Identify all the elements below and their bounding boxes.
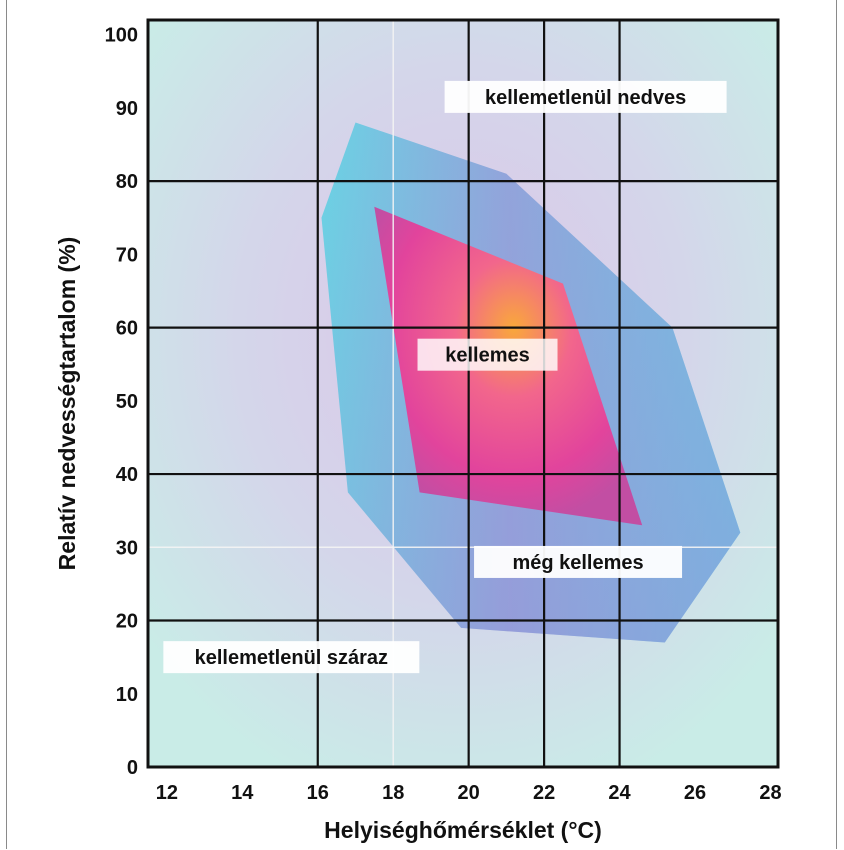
label-box bbox=[417, 338, 558, 371]
y-tick-labels: 0 10 20 30 40 50 60 70 80 90 100 bbox=[105, 25, 138, 779]
y-tick-label: 40 bbox=[116, 464, 138, 486]
y-tick-label: 30 bbox=[116, 537, 138, 559]
zone-label-text: kellemes bbox=[445, 345, 530, 367]
zone-label-text: kellemetlenül nedves bbox=[485, 87, 686, 109]
zone-label-text: kellemetlenül száraz bbox=[195, 647, 388, 669]
y-tick-label: 90 bbox=[116, 98, 138, 120]
x-tick-label: 28 bbox=[759, 782, 781, 804]
zone-label-text: még kellemes bbox=[512, 552, 643, 574]
label-box bbox=[163, 641, 420, 674]
zone-label-2: még kellemes bbox=[474, 545, 683, 578]
x-tick-label: 20 bbox=[458, 782, 480, 804]
y-tick-label: 50 bbox=[116, 391, 138, 413]
zone-labels: kellemetlenül nedves kellemes még kellemes… bbox=[163, 80, 727, 674]
grid-lines bbox=[148, 20, 778, 767]
plot-border bbox=[146, 18, 780, 769]
x-tick-label: 14 bbox=[231, 782, 254, 804]
y-tick-label: 70 bbox=[116, 244, 138, 266]
zone-label-0: kellemetlenül nedves bbox=[444, 80, 727, 113]
y-axis-title: Relatív nedvességtartalom (%) bbox=[54, 237, 80, 571]
y-tick-label: 60 bbox=[116, 318, 138, 340]
zone-label-1: kellemes bbox=[417, 338, 558, 371]
y-tick-label: 100 bbox=[105, 25, 138, 47]
x-tick-label: 24 bbox=[608, 782, 631, 804]
label-box bbox=[474, 545, 683, 578]
y-tick-label: 10 bbox=[116, 684, 138, 706]
y-tick-label: 80 bbox=[116, 171, 138, 193]
x-tick-label: 16 bbox=[307, 782, 329, 804]
figure-frame bbox=[6, 0, 837, 849]
y-tick-label: 20 bbox=[116, 611, 138, 633]
x-tick-labels: 12 14 16 18 20 22 24 26 28 bbox=[156, 782, 782, 804]
x-tick-label: 12 bbox=[156, 782, 178, 804]
x-tick-label: 26 bbox=[684, 782, 706, 804]
x-axis-title: Helyiséghőmérséklet (°C) bbox=[324, 817, 602, 843]
label-box bbox=[444, 80, 727, 113]
y-tick-label: 0 bbox=[127, 757, 138, 779]
zone-label-3: kellemetlenül száraz bbox=[163, 641, 420, 674]
x-tick-label: 22 bbox=[533, 782, 555, 804]
x-tick-label: 18 bbox=[382, 782, 404, 804]
